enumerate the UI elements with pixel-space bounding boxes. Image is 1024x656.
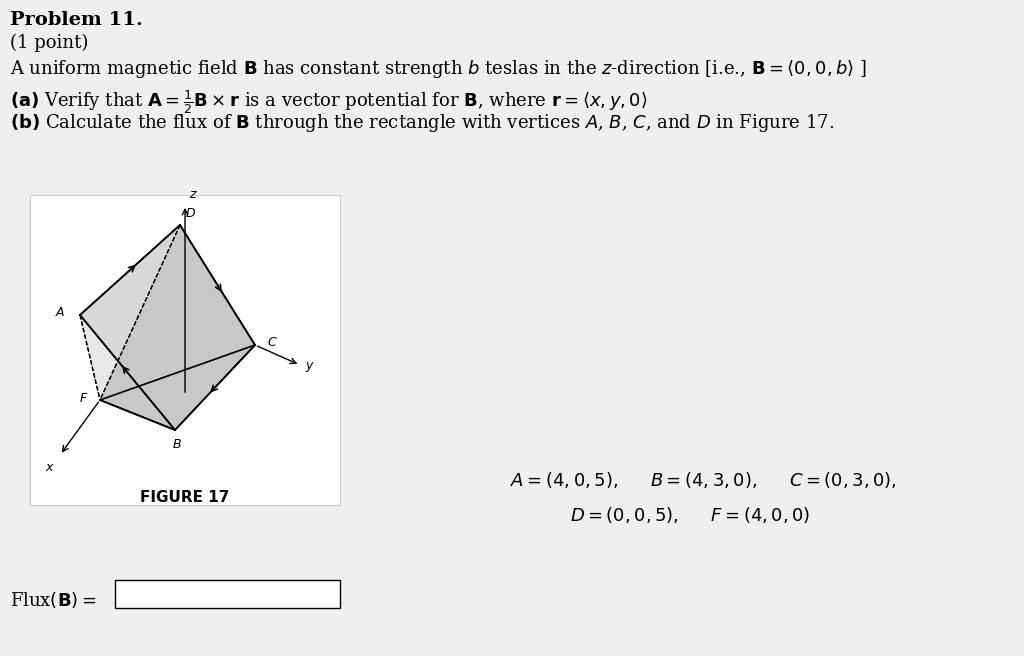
Text: $B$: $B$ [172,438,182,451]
Text: $A = (4, 0, 5),$     $B = (4, 3, 0),$     $C = (0, 3, 0),$: $A = (4, 0, 5),$ $B = (4, 3, 0),$ $C = (… [510,470,897,490]
Text: $A$: $A$ [54,306,65,319]
Text: $C$: $C$ [267,337,278,350]
Text: $F$: $F$ [79,392,88,405]
Polygon shape [80,315,175,430]
Text: $D$: $D$ [185,207,196,220]
Text: $\mathbf{(a)}$ Verify that $\mathbf{A} = \frac{1}{2}\mathbf{B} \times \mathbf{r}: $\mathbf{(a)}$ Verify that $\mathbf{A} =… [10,88,648,116]
Text: $D = (0, 0, 5),$     $F = (4, 0, 0)$: $D = (0, 0, 5),$ $F = (4, 0, 0)$ [570,505,810,525]
Bar [115,580,340,608]
Text: $z$: $z$ [189,188,198,201]
Text: A uniform magnetic field $\mathbf{B}$ has constant strength $b$ teslas in the $z: A uniform magnetic field $\mathbf{B}$ ha… [10,58,866,80]
Text: FIGURE 17: FIGURE 17 [140,490,229,505]
Text: $x$: $x$ [45,461,55,474]
Polygon shape [100,225,255,430]
Bar [30,195,340,505]
Text: Problem 11.: Problem 11. [10,11,143,29]
Text: (1 point): (1 point) [10,34,88,52]
Polygon shape [80,225,255,430]
Text: $y$: $y$ [305,360,314,374]
Text: $\mathbf{(b)}$ Calculate the flux of $\mathbf{B}$ through the rectangle with ver: $\mathbf{(b)}$ Calculate the flux of $\m… [10,112,835,134]
Text: Flux$(\mathbf{B}) =$: Flux$(\mathbf{B}) =$ [10,590,96,610]
